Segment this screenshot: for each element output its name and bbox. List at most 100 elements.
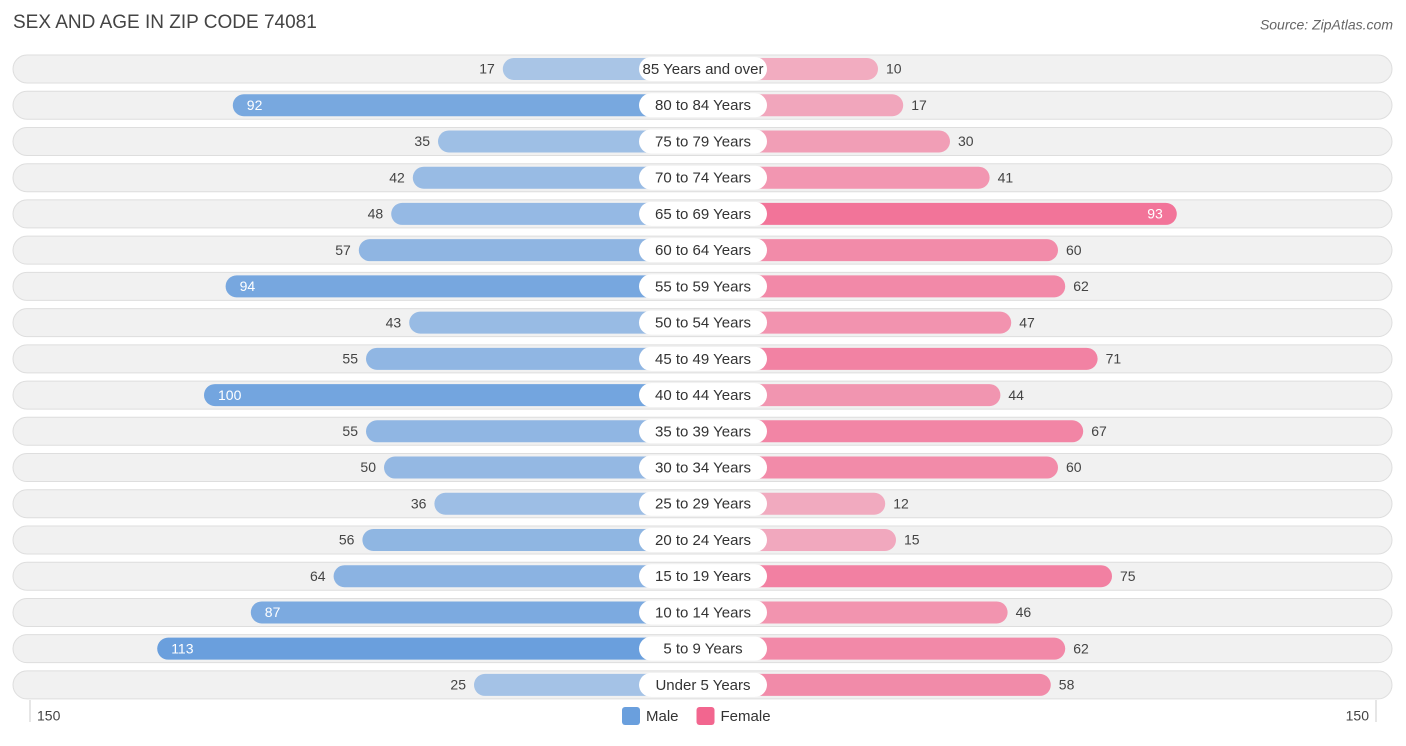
category-label: 65 to 69 Years [655, 206, 751, 223]
category-pill [639, 527, 767, 552]
male-bar [250, 601, 704, 624]
category-pill [639, 201, 767, 226]
value-label: 75 [1120, 568, 1136, 584]
category-pill [639, 564, 767, 589]
female-bar [703, 637, 1066, 660]
male-bar [391, 202, 703, 225]
female-bar [703, 239, 1058, 262]
value-label: 42 [389, 169, 405, 185]
value-label: 17 [911, 97, 927, 113]
legend-swatch [696, 707, 715, 725]
category-pill [639, 165, 767, 190]
male-bar [409, 311, 703, 334]
value-label: 67 [1091, 423, 1107, 439]
source: Source: ZipAtlas.com [1260, 17, 1393, 33]
value-label: 92 [247, 97, 263, 113]
female-bar [703, 384, 1001, 407]
category-label: 70 to 74 Years [655, 170, 751, 187]
category-pill [639, 419, 767, 444]
male-bar [366, 347, 703, 370]
male-bar [232, 94, 704, 117]
value-label: 17 [479, 61, 495, 77]
value-label: 10 [886, 61, 902, 77]
legend-swatch [622, 707, 640, 725]
value-label: 30 [958, 133, 974, 149]
category-pill [639, 383, 767, 408]
female-bar [703, 456, 1058, 479]
male-bar [333, 565, 703, 588]
female-bar [703, 673, 1051, 696]
value-label: 48 [368, 206, 384, 222]
category-label: 85 Years and over [643, 61, 764, 78]
value-label: 55 [342, 351, 358, 367]
category-label: 55 to 59 Years [655, 278, 751, 295]
male-bar [438, 130, 703, 153]
value-label: 113 [171, 640, 194, 656]
male-bar [412, 166, 703, 189]
value-label: 50 [360, 459, 376, 475]
male-bar [384, 456, 703, 479]
category-pill [639, 129, 767, 154]
value-label: 55 [342, 423, 358, 439]
female-bar [703, 275, 1066, 298]
value-label: 64 [310, 568, 326, 584]
value-label: 35 [414, 133, 430, 149]
category-label: 75 to 79 Years [655, 133, 751, 150]
chart-title: SEX AND AGE IN ZIP CODE 74081 [13, 12, 317, 33]
category-label: 20 to 24 Years [655, 532, 751, 549]
category-pill [639, 93, 767, 118]
category-label: 10 to 14 Years [655, 604, 751, 621]
value-label: 43 [386, 314, 402, 330]
legend-label: Female [721, 708, 771, 725]
x-tick-label: 150 [37, 708, 61, 724]
x-tick-label: 150 [1346, 708, 1370, 724]
value-label: 100 [218, 387, 242, 403]
value-label: 58 [1059, 677, 1075, 693]
value-label: 44 [1008, 387, 1024, 403]
male-bar [157, 637, 703, 660]
legend-label: Male [646, 708, 679, 725]
category-pill [639, 455, 767, 480]
category-pill [639, 274, 767, 299]
category-label: 30 to 34 Years [655, 459, 751, 476]
category-pill [639, 238, 767, 263]
category-pill [639, 672, 767, 697]
category-label: 35 to 39 Years [655, 423, 751, 440]
value-label: 56 [339, 532, 355, 548]
category-label: 25 to 29 Years [655, 496, 751, 513]
category-label: 50 to 54 Years [655, 315, 751, 332]
female-bar [703, 601, 1008, 624]
category-label: Under 5 Years [655, 677, 750, 694]
value-label: 93 [1147, 206, 1163, 222]
value-label: 47 [1019, 314, 1035, 330]
value-label: 71 [1106, 351, 1122, 367]
male-bar [358, 239, 703, 262]
female-bar [703, 420, 1084, 443]
male-bar [225, 275, 703, 298]
category-pill [639, 636, 767, 661]
category-label: 60 to 64 Years [655, 242, 751, 259]
category-label: 45 to 49 Years [655, 351, 751, 368]
value-label: 62 [1073, 640, 1089, 656]
category-label: 80 to 84 Years [655, 97, 751, 114]
value-label: 36 [411, 495, 427, 511]
category-label: 5 to 9 Years [663, 641, 742, 658]
female-bar [703, 311, 1012, 334]
category-pill [639, 57, 767, 81]
category-pill [639, 310, 767, 335]
category-pill [639, 346, 767, 371]
value-label: 87 [265, 604, 281, 620]
value-label: 41 [998, 169, 1014, 185]
value-label: 62 [1073, 278, 1089, 294]
male-bar [204, 384, 703, 407]
male-bar [434, 492, 703, 515]
female-bar [703, 166, 990, 189]
value-label: 60 [1066, 242, 1082, 258]
value-label: 57 [335, 242, 351, 258]
value-label: 15 [904, 532, 920, 548]
category-label: 40 to 44 Years [655, 387, 751, 404]
female-bar [703, 202, 1177, 225]
male-bar [362, 528, 703, 551]
male-bar [366, 420, 703, 443]
